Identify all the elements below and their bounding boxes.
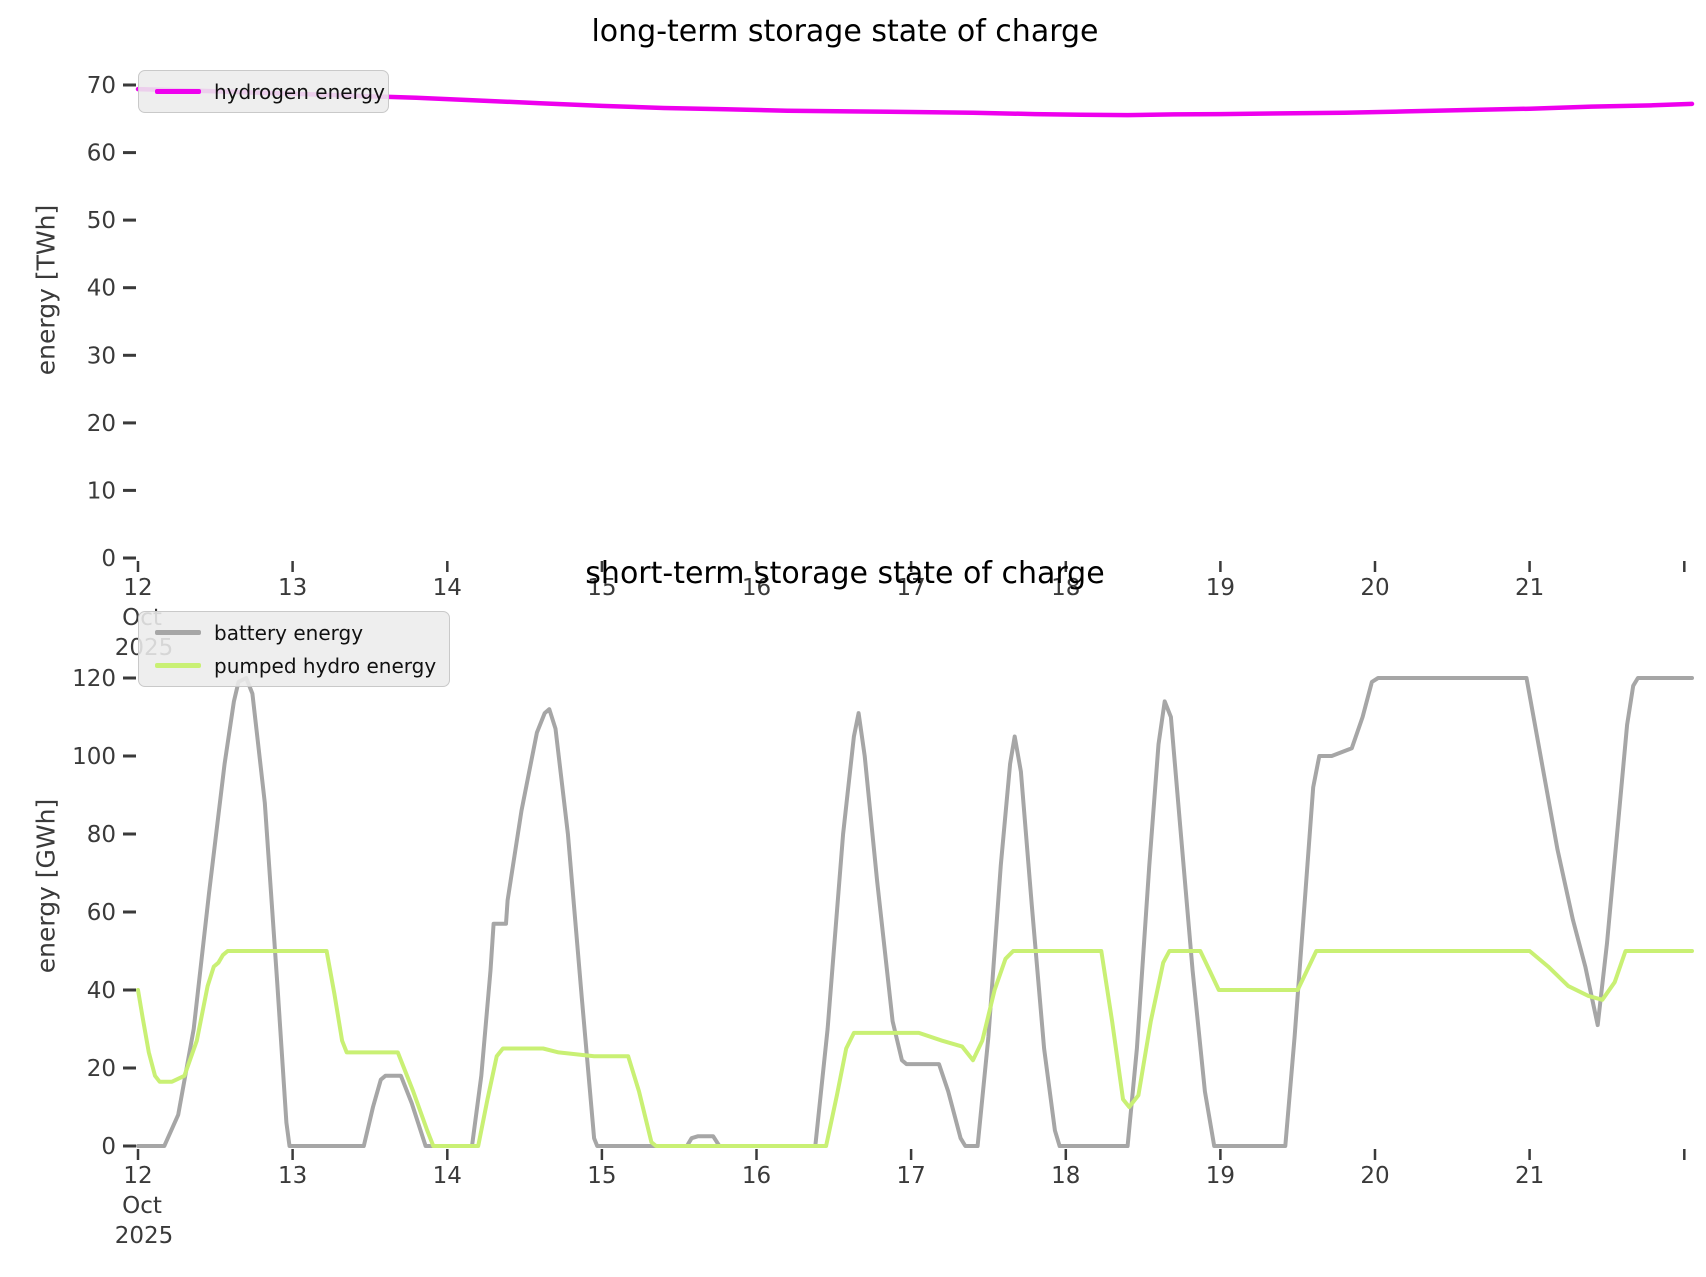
svg-text:13: 13	[278, 575, 307, 601]
svg-text:0: 0	[101, 546, 116, 572]
svg-text:50: 50	[87, 208, 116, 234]
svg-text:17: 17	[896, 1163, 925, 1189]
legend-entry-hydrogen: hydrogen energy	[155, 80, 385, 104]
svg-text:100: 100	[72, 744, 116, 770]
svg-text:12: 12	[123, 1163, 152, 1189]
svg-text:16: 16	[742, 575, 771, 601]
svg-text:20: 20	[87, 1056, 116, 1082]
svg-text:20: 20	[87, 411, 116, 437]
svg-text:21: 21	[1515, 575, 1544, 601]
hydrogen-line-swatch-icon	[155, 89, 201, 94]
battery-line-swatch-icon	[155, 630, 201, 635]
legend-label-hydrogen: hydrogen energy	[214, 79, 385, 104]
top-chart-legend: hydrogen energy	[138, 70, 389, 113]
bottom-chart-title: short-term storage state of charge	[585, 556, 1105, 591]
svg-text:13: 13	[278, 1163, 307, 1189]
svg-text:120: 120	[72, 666, 116, 692]
pumped-hydro-line-swatch-icon	[155, 663, 201, 668]
svg-text:14: 14	[433, 575, 462, 601]
svg-text:60: 60	[87, 900, 116, 926]
svg-text:15: 15	[587, 1163, 616, 1189]
svg-text:30: 30	[87, 343, 116, 369]
svg-text:19: 19	[1206, 1163, 1235, 1189]
legend-label-pumped-hydro: pumped hydro energy	[214, 653, 437, 678]
svg-text:18: 18	[1051, 1163, 1080, 1189]
bottom-chart-ylabel: energy [GWh]	[31, 798, 61, 974]
svg-text:20: 20	[1360, 1163, 1389, 1189]
top-chart-ylabel: energy [TWh]	[31, 204, 61, 376]
svg-text:2025: 2025	[115, 1223, 174, 1249]
bottom-chart-legend: battery energy pumped hydro energy	[138, 611, 450, 687]
legend-label-battery: battery energy	[214, 620, 364, 645]
svg-text:20: 20	[1360, 575, 1389, 601]
svg-text:Oct: Oct	[122, 1193, 162, 1219]
svg-text:15: 15	[587, 575, 616, 601]
svg-text:40: 40	[87, 276, 116, 302]
top-chart-title: long-term storage state of charge	[591, 14, 1099, 49]
svg-text:17: 17	[896, 575, 925, 601]
svg-text:70: 70	[87, 73, 116, 99]
svg-text:80: 80	[87, 822, 116, 848]
svg-text:60: 60	[87, 141, 116, 167]
legend-entry-pumped-hydro: pumped hydro energy	[155, 653, 437, 678]
svg-text:21: 21	[1515, 1163, 1544, 1189]
svg-text:19: 19	[1206, 575, 1235, 601]
svg-text:0: 0	[101, 1134, 116, 1160]
svg-text:16: 16	[742, 1163, 771, 1189]
svg-text:12: 12	[123, 575, 152, 601]
svg-text:10: 10	[87, 478, 116, 504]
svg-text:40: 40	[87, 978, 116, 1004]
svg-text:14: 14	[433, 1163, 462, 1189]
svg-text:18: 18	[1051, 575, 1080, 601]
legend-entry-battery: battery energy	[155, 621, 433, 645]
